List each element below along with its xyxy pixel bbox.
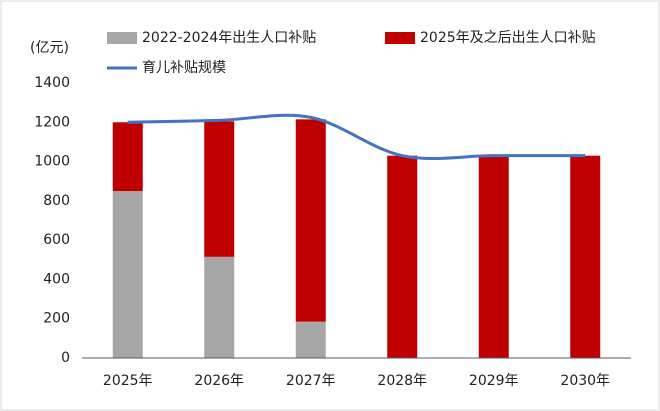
y-tick-label: 1200 [34,114,70,130]
y-axis-label: (亿元) [30,40,69,56]
y-tick-label: 400 [43,271,70,287]
y-tick-label: 600 [43,232,70,248]
bar [204,256,235,358]
x-tick-label: 2029年 [469,373,519,389]
y-tick-label: 0 [61,350,70,366]
legend-label: 2022-2024年出生人口补贴 [142,30,316,46]
y-tick-label: 1400 [34,75,70,91]
bar [570,155,601,358]
x-tick-label: 2027年 [286,373,336,389]
x-tick-label: 2026年 [194,373,244,389]
line [127,113,586,160]
legend-swatch [385,32,415,44]
x-tick-label: 2028年 [377,373,427,389]
y-tick-label: 800 [43,193,70,209]
bar [112,191,143,358]
bar [295,119,326,322]
legend-label: 2025年及之后出生人口补贴 [420,30,596,46]
legend-label: 育儿补贴规模 [142,60,226,76]
x-tick-label: 2025年 [103,373,153,389]
x-tick-label: 2030年 [560,373,610,389]
bar [478,155,509,358]
bar [204,121,235,257]
bar [112,122,143,192]
legend-swatch [107,32,137,44]
bar [295,321,326,358]
bar [387,155,418,358]
y-tick-label: 200 [43,311,70,327]
y-tick-label: 1000 [34,154,70,170]
